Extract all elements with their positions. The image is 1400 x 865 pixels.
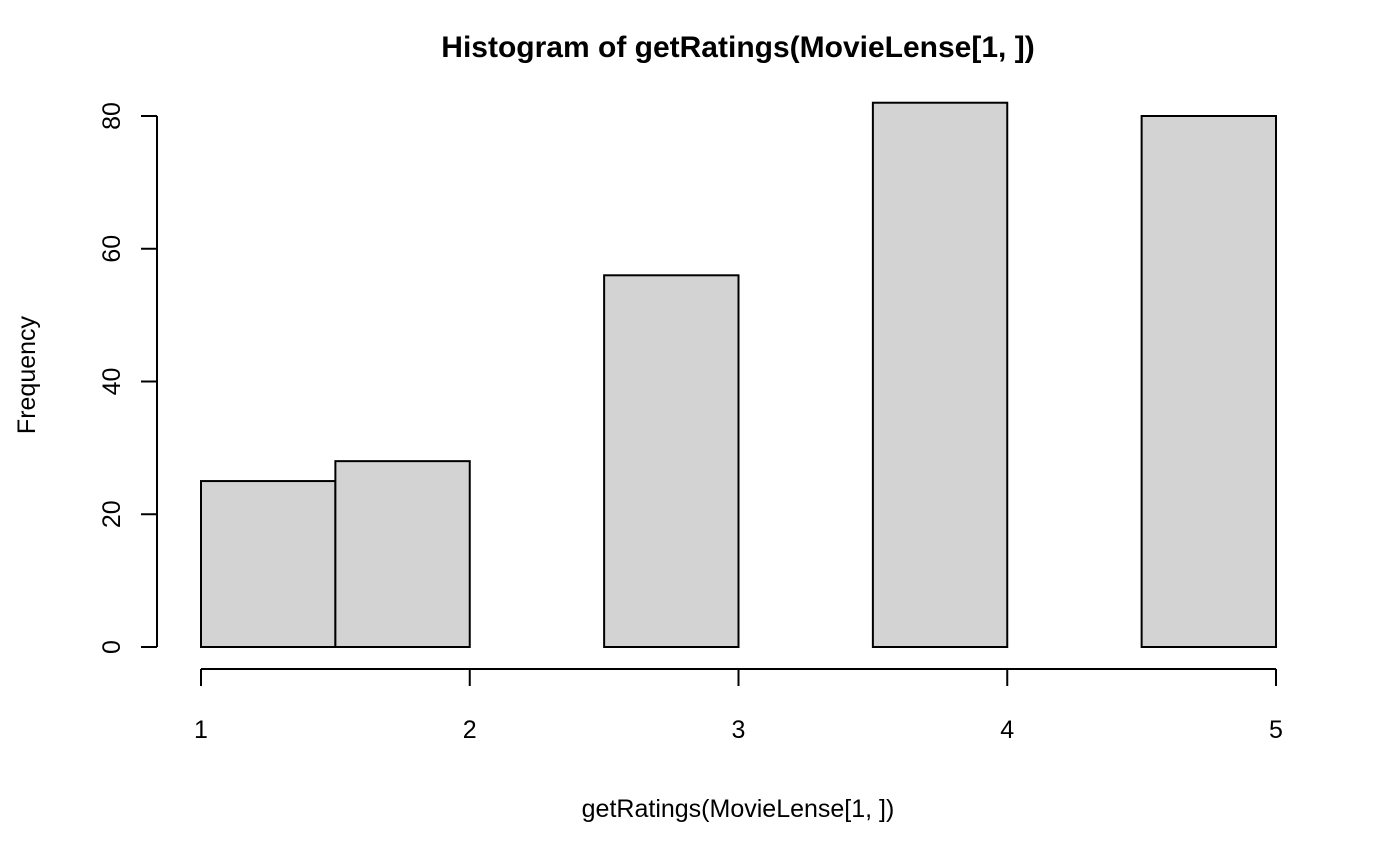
x-tick-label: 1 [194, 716, 208, 744]
x-tick-label: 4 [1000, 716, 1014, 744]
y-tick-label: 40 [98, 368, 126, 396]
bars-group [200, 101, 1277, 649]
histogram-bar [871, 101, 1009, 649]
x-tick-label: 3 [732, 716, 746, 744]
y-axis: 0 20 40 60 80 [98, 102, 158, 654]
y-tick-label: 60 [98, 235, 126, 263]
x-tick-label: 2 [463, 716, 477, 744]
x-axis: 1 2 3 4 5 [194, 668, 1283, 744]
histogram-bar [200, 480, 337, 648]
histogram-bar [1140, 115, 1277, 648]
y-axis-label: Frequency [13, 315, 41, 434]
x-axis-label: getRatings(MovieLense[1, ]) [582, 795, 895, 823]
y-tick-label: 20 [98, 500, 126, 528]
chart-title: Histogram of getRatings(MovieLense[1, ]) [441, 31, 1034, 64]
y-tick-label: 0 [98, 640, 126, 654]
histogram-bar [334, 460, 471, 648]
x-tick-label: 5 [1269, 716, 1283, 744]
histogram-bar [603, 274, 740, 648]
y-tick-label: 80 [98, 102, 126, 130]
